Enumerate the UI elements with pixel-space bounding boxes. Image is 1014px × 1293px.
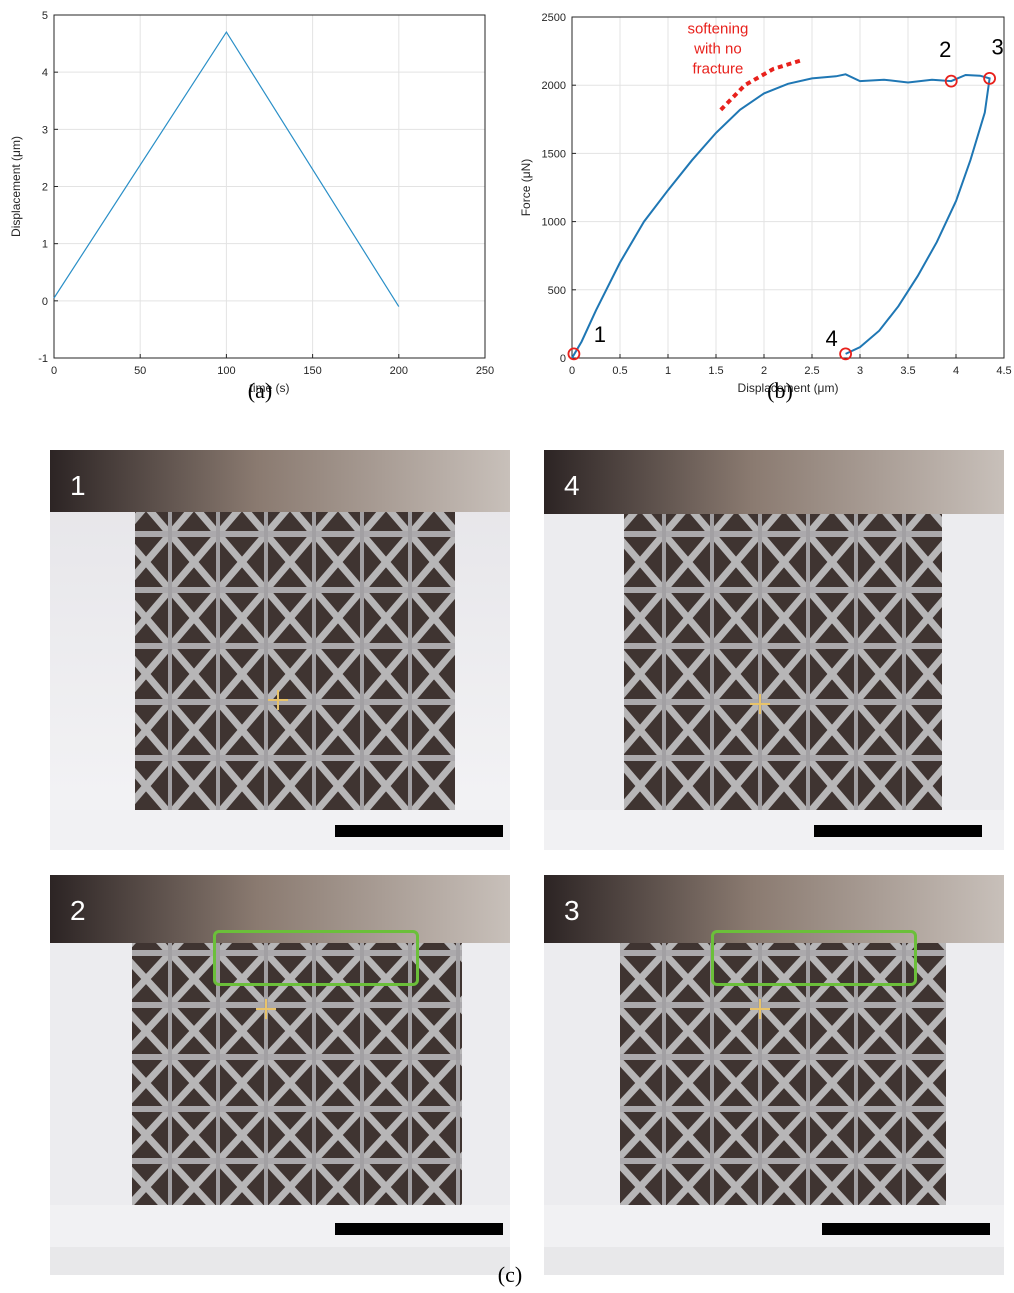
series-line-0 [571,73,991,359]
y-axis-label: Displacement (μm) [9,136,23,237]
axes-frame [571,16,1005,359]
y-tick-label: 2000 [542,80,566,92]
point-marker [983,71,997,85]
frame-label: 3 [564,895,580,926]
x-tick-label: 50 [134,365,146,377]
x-tick-label: 4 [953,365,959,377]
y-tick-label: -1 [38,353,48,365]
x-tick-label: 200 [390,365,408,377]
x-tick-label: 2.5 [804,365,819,377]
annotation-text: fracture [692,60,743,77]
y-tick-label: 1500 [542,148,566,160]
y-tick-label: 1 [42,239,48,251]
point-label: 2 [939,37,951,62]
x-tick-label: 100 [217,365,235,377]
x-tick-label: 0 [51,365,57,377]
y-tick-label: 0 [560,353,566,365]
x-tick-label: 4.5 [996,365,1011,377]
force-displacement-chart: 0 0.5 1 1.5 2 2.5 3 3.5 4 4.5 0 500 1000 1500 2000 2500… [519,12,1012,395]
micrograph-2: 2 [50,875,510,1275]
caption-a: (a) [247,378,273,403]
frame-label: 4 [564,470,580,501]
point-marker [944,74,958,88]
x-tick-label: 3 [857,365,863,377]
scale-bar [335,825,503,837]
series-line-0 [53,30,400,307]
y-tick-label: 3 [42,124,48,136]
point-label: 1 [594,322,606,347]
y-tick-label: 2 [42,182,48,194]
x-tick-label: 150 [303,365,321,377]
softening-indicator [719,58,803,112]
micrograph-4: 4 [544,450,1004,850]
point-marker [839,347,853,361]
x-tick-label: 2 [761,365,767,377]
x-tick-label: 1.5 [708,365,723,377]
scale-bar [814,825,982,837]
lattice-micrograph-image [50,875,510,1247]
y-tick-label: 2500 [542,12,566,24]
lattice-micrograph-image [544,875,1004,1247]
y-tick-label: 5 [42,10,48,22]
y-tick-label: 0 [42,296,48,308]
point-label: 4 [825,326,837,351]
lattice-micrograph-image [50,450,510,850]
x-tick-label: 250 [476,365,494,377]
lattice-micrograph-image [544,450,1004,850]
caption-b: (b) [767,378,793,403]
point-marker [567,347,581,361]
micrograph-3: 3 [544,875,1004,1275]
scale-bar [335,1223,503,1235]
y-axis-label: Force (μN) [519,159,533,217]
y-tick-label: 500 [548,285,566,297]
caption-c: (c) [497,1262,523,1287]
annotation-text: with no [693,40,742,57]
x-tick-label: 0.5 [612,365,627,377]
plot-area [572,17,1004,358]
x-tick-label: 0 [569,365,575,377]
x-axis-label: time (s) [250,381,290,395]
region-of-interest-box [711,930,917,986]
point-label: 3 [991,34,1003,59]
frame-label: 1 [70,470,86,501]
scale-bar [822,1223,990,1235]
x-tick-label: 1 [665,365,671,377]
region-of-interest-box [213,930,419,986]
micrograph-1: 1 [50,450,510,850]
x-tick-label: 3.5 [900,365,915,377]
x-axis-label: Displacement (μm) [738,381,839,395]
y-tick-label: 1000 [542,217,566,229]
y-tick-label: 4 [42,67,48,79]
frame-label: 2 [70,895,86,926]
annotation-text: softening [687,20,748,37]
